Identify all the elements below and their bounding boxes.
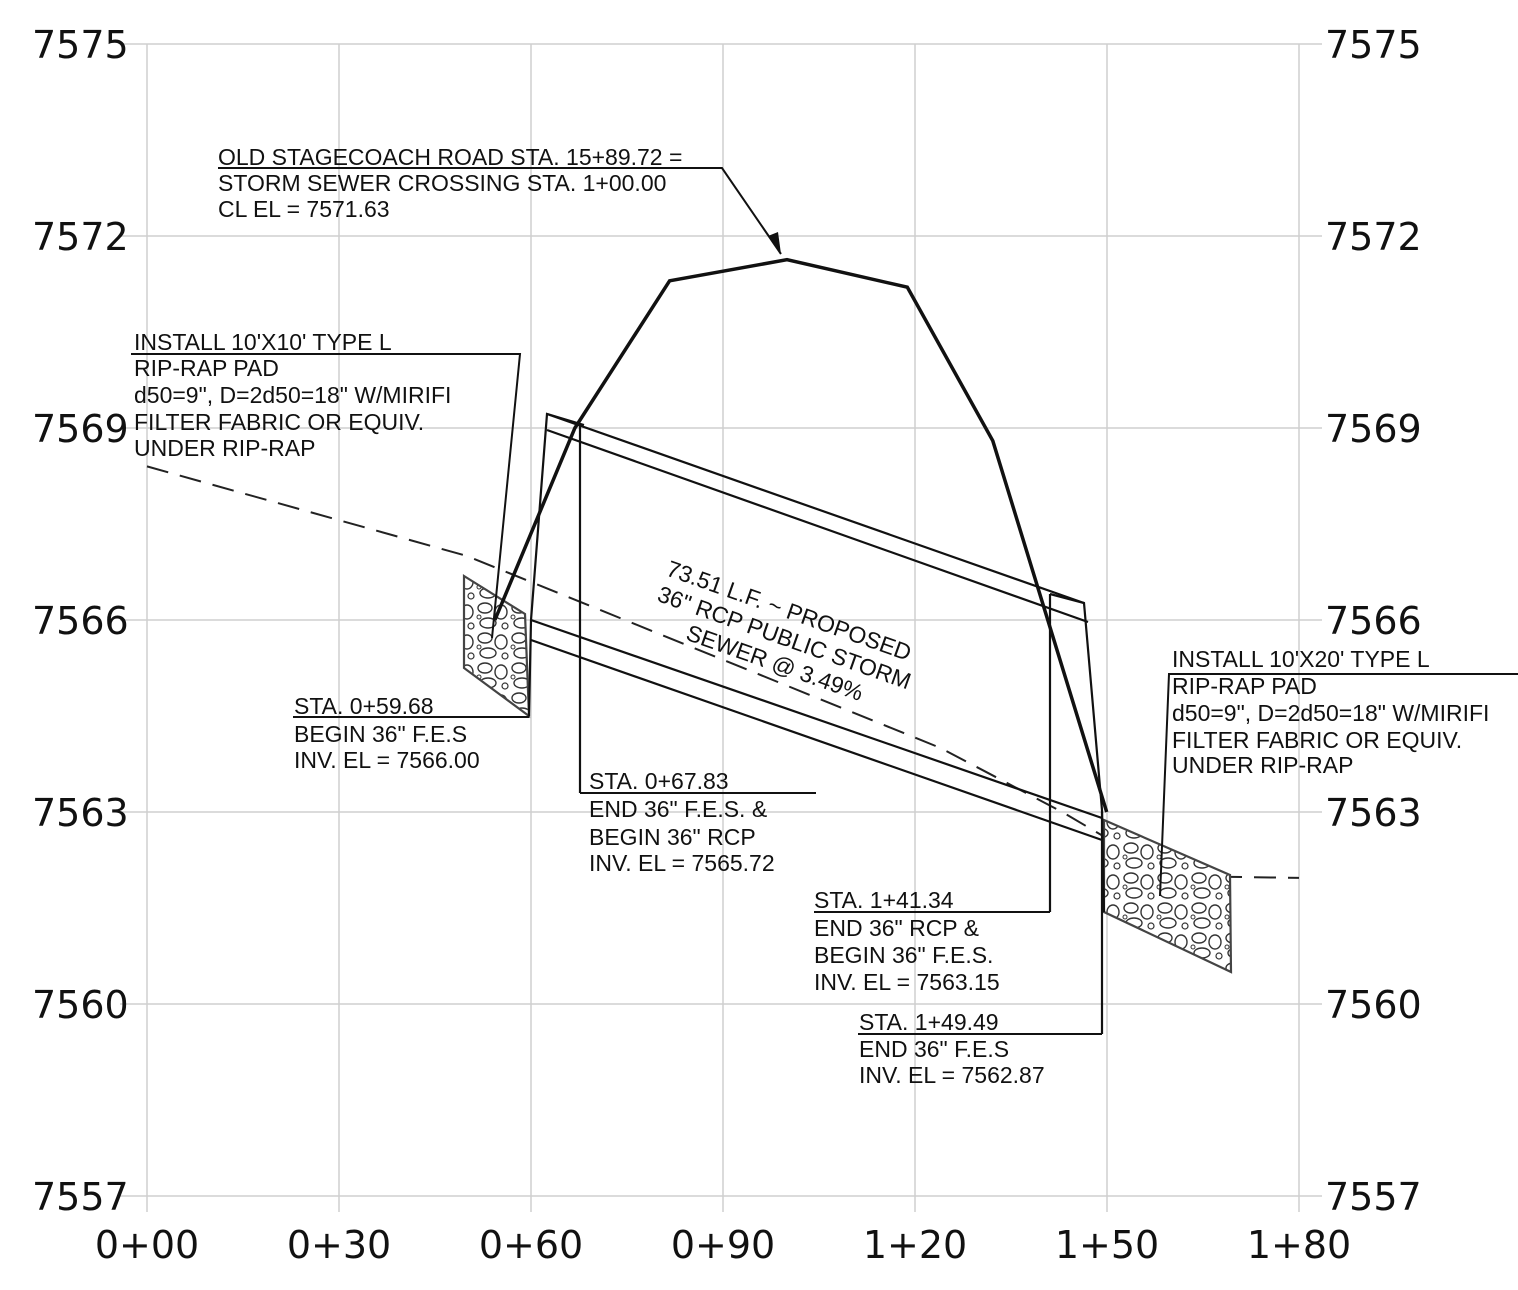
elevation-tick-label: 7563	[32, 791, 129, 835]
elevation-tick-label: 7557	[1325, 1175, 1422, 1219]
note-line: FILTER FABRIC OR EQUIV.	[1172, 727, 1462, 753]
flared-end-section-upstream	[527, 412, 585, 717]
note-line: BEGIN 36" F.E.S.	[814, 942, 993, 968]
note-line: INV. EL = 7566.00	[294, 747, 480, 773]
note-line: INV. EL = 7562.87	[859, 1062, 1045, 1088]
note-line: STA. 0+67.83	[589, 768, 729, 794]
note-line: INV. EL = 7565.72	[589, 850, 775, 876]
note-line: END 36" RCP &	[814, 915, 979, 941]
elevation-tick-label: 7575	[1325, 23, 1422, 67]
note-line: OLD STAGECOACH ROAD STA. 15+89.72 =	[218, 144, 682, 170]
elevation-tick-label: 7569	[32, 407, 129, 451]
elevation-tick-label: 7563	[1325, 791, 1422, 835]
elevation-tick-label: 7566	[32, 599, 129, 643]
station-tick-label: 0+30	[287, 1223, 391, 1267]
elevation-tick-label: 7557	[32, 1175, 129, 1219]
pipe-invert-line	[530, 618, 1103, 820]
riprap-downstream-leader	[1159, 673, 1518, 897]
note-line: END 36" F.E.S. &	[589, 796, 767, 822]
station-tick-label: 1+80	[1247, 1223, 1351, 1267]
station-axis: 0+00 0+30 0+60 0+90 1+20 1+50 1+80	[95, 1223, 1351, 1267]
note-line: BEGIN 36" F.E.S	[294, 721, 467, 747]
note-line: INSTALL 10'X10' TYPE L	[134, 329, 392, 355]
crossing-arrowhead	[768, 232, 781, 254]
pipe-bottom-outer	[530, 638, 1103, 842]
station-tick-label: 0+00	[95, 1223, 199, 1267]
note-line: STA. 0+59.68	[294, 693, 434, 719]
note-line: INV. EL = 7563.15	[814, 969, 1000, 995]
note-begin-rcp: STA. 0+67.83 END 36" F.E.S. & BEGIN 36" …	[589, 768, 775, 876]
flared-end-section-downstream	[1049, 592, 1106, 913]
note-line: UNDER RIP-RAP	[1172, 752, 1353, 778]
elevation-tick-label: 7569	[1325, 407, 1422, 451]
elevation-tick-label: 7572	[1325, 215, 1422, 259]
station-tick-label: 1+20	[863, 1223, 967, 1267]
note-riprap-upstream: INSTALL 10'X10' TYPE L RIP-RAP PAD d50=9…	[134, 329, 451, 461]
station-tick-label: 0+90	[671, 1223, 775, 1267]
note-end-fes: STA. 1+49.49 END 36" F.E.S INV. EL = 756…	[859, 1009, 1045, 1088]
road-surface-line	[493, 257, 1109, 813]
elevation-tick-label: 7566	[1325, 599, 1422, 643]
note-line: CL EL = 7571.63	[218, 196, 390, 222]
elevation-tick-label: 7560	[32, 983, 129, 1027]
note-line: d50=9", D=2d50=18" W/MIRIFI	[1172, 700, 1489, 726]
note-line: END 36" F.E.S	[859, 1036, 1009, 1062]
note-riprap-downstream: INSTALL 10'X20' TYPE L RIP-RAP PAD d50=9…	[1172, 646, 1489, 778]
note-line: INSTALL 10'X20' TYPE L	[1172, 646, 1430, 672]
leaders	[131, 167, 1518, 1035]
pipe-crown-inner	[546, 428, 1089, 624]
note-road-crossing: OLD STAGECOACH ROAD STA. 15+89.72 = STOR…	[218, 144, 682, 222]
note-line: BEGIN 36" RCP	[589, 824, 756, 850]
elevation-axis-left: 7575 7572 7569 7566 7563 7560 7557	[32, 23, 129, 1219]
note-line: RIP-RAP PAD	[134, 355, 279, 381]
elevation-tick-label: 7575	[32, 23, 129, 67]
elevation-tick-label: 7572	[32, 215, 129, 259]
grid	[120, 43, 1322, 1212]
note-line: STA. 1+49.49	[859, 1009, 999, 1035]
pipe-crown-outer	[546, 412, 1085, 605]
note-line: STORM SEWER CROSSING STA. 1+00.00	[218, 170, 666, 196]
riprap-pad-downstream	[1102, 818, 1233, 974]
riprap-upstream-leader	[131, 353, 522, 639]
note-line: STA. 1+41.34	[814, 887, 954, 913]
station-tick-label: 1+50	[1055, 1223, 1159, 1267]
note-line: d50=9", D=2d50=18" W/MIRIFI	[134, 382, 451, 408]
note-line: FILTER FABRIC OR EQUIV.	[134, 409, 424, 435]
note-end-rcp: STA. 1+41.34 END 36" RCP & BEGIN 36" F.E…	[814, 887, 1000, 995]
elevation-axis-right: 7575 7572 7569 7566 7563 7560 7557	[1325, 23, 1422, 1219]
crossing-leader	[218, 167, 782, 255]
note-begin-fes: STA. 0+59.68 BEGIN 36" F.E.S INV. EL = 7…	[294, 693, 480, 773]
note-line: RIP-RAP PAD	[1172, 673, 1317, 699]
station-tick-label: 0+60	[479, 1223, 583, 1267]
note-line: UNDER RIP-RAP	[134, 435, 315, 461]
elevation-tick-label: 7560	[1325, 983, 1422, 1027]
